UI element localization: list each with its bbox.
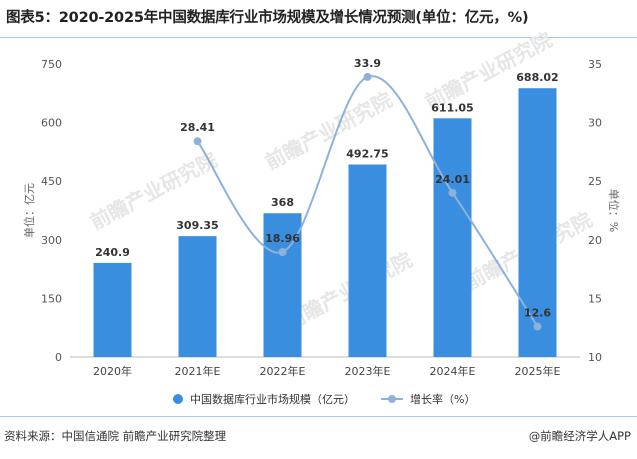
bar-5 xyxy=(518,88,557,358)
growth-rate-label-4: 24.01 xyxy=(435,173,470,186)
title-rule xyxy=(0,37,637,38)
legend-line-swatch xyxy=(388,395,396,403)
legend-line-label: 增长率（%） xyxy=(410,392,475,406)
growth-rate-point-2 xyxy=(278,247,287,256)
bar-3 xyxy=(348,164,387,357)
x-tick-label-3: 2023年E xyxy=(345,364,391,378)
bars-layer xyxy=(93,88,557,358)
chart-title: 图表5：2020-2025年中国数据库行业市场规模及增长情况预测(单位：亿元，%… xyxy=(6,10,529,26)
growth-rate-point-1 xyxy=(193,137,202,146)
bar-0 xyxy=(93,262,132,357)
y-right-tick-label-5: 35 xyxy=(588,58,602,71)
bar-value-label-4: 611.05 xyxy=(431,101,473,114)
growth-rate-point-3 xyxy=(363,72,372,81)
bar-4 xyxy=(433,118,472,357)
y-left-tick-label-0: 0 xyxy=(55,351,62,364)
legend-layer: 中国数据库行业市场规模（亿元） 增长率（%） xyxy=(173,392,475,406)
labels-layer: 240.9 309.35 368 492.75 611.05 688.02 28.41 18.… xyxy=(95,57,559,320)
bar-value-label-2: 368 xyxy=(271,196,294,209)
y-right-axis-title: 单位：% xyxy=(607,189,621,232)
bar-value-label-5: 688.02 xyxy=(516,71,558,84)
legend-bar-swatch xyxy=(173,394,183,404)
x-tick-label-1: 2021年E xyxy=(175,364,221,378)
brand-label: @前瞻经济学人APP xyxy=(528,429,631,443)
y-left-tick-label-4: 600 xyxy=(41,117,62,130)
growth-rate-point-5 xyxy=(533,322,542,331)
x-tick-label-4: 2024年E xyxy=(430,364,476,378)
bar-value-label-1: 309.35 xyxy=(176,219,218,232)
y-right-tick-label-2: 20 xyxy=(588,234,602,247)
y-left-axis-title: 单位：亿元 xyxy=(22,183,36,238)
growth-rate-label-5: 12.6 xyxy=(524,307,551,320)
x-tick-label-2: 2022年E xyxy=(260,364,306,378)
x-tick-label-0: 2020年 xyxy=(93,364,132,378)
y-left-tick-label-5: 750 xyxy=(41,58,62,71)
growth-rate-label-2: 18.96 xyxy=(265,232,300,245)
y-left-tick-label-1: 150 xyxy=(41,292,62,305)
bar-value-label-0: 240.9 xyxy=(95,246,130,259)
footer-rule xyxy=(0,416,637,417)
bar-1 xyxy=(178,236,217,357)
y-right-tick-label-1: 15 xyxy=(588,292,602,305)
axes-layer: 0 150 300 450 600 750 10 15 20 25 30 35 2020年 2021年E 2… xyxy=(22,58,621,378)
y-left-tick-label-3: 450 xyxy=(41,175,62,188)
growth-rate-point-4 xyxy=(448,188,457,197)
growth-rate-label-1: 28.41 xyxy=(180,121,215,134)
source-note: 资料来源：中国信通院 前瞻产业研究院整理 xyxy=(4,429,227,443)
x-tick-label-5: 2025年E xyxy=(515,364,561,378)
y-right-tick-label-0: 10 xyxy=(588,351,602,364)
watermark-text-1: 前瞻产业研究院 xyxy=(261,87,396,174)
bar-value-label-3: 492.75 xyxy=(346,147,388,160)
y-right-tick-label-3: 25 xyxy=(588,175,602,188)
legend-bar-label: 中国数据库行业市场规模（亿元） xyxy=(190,392,355,406)
y-left-tick-label-2: 300 xyxy=(41,234,62,247)
line-layer xyxy=(193,72,542,331)
y-right-tick-label-4: 30 xyxy=(588,117,602,130)
growth-rate-label-3: 33.9 xyxy=(354,57,381,70)
